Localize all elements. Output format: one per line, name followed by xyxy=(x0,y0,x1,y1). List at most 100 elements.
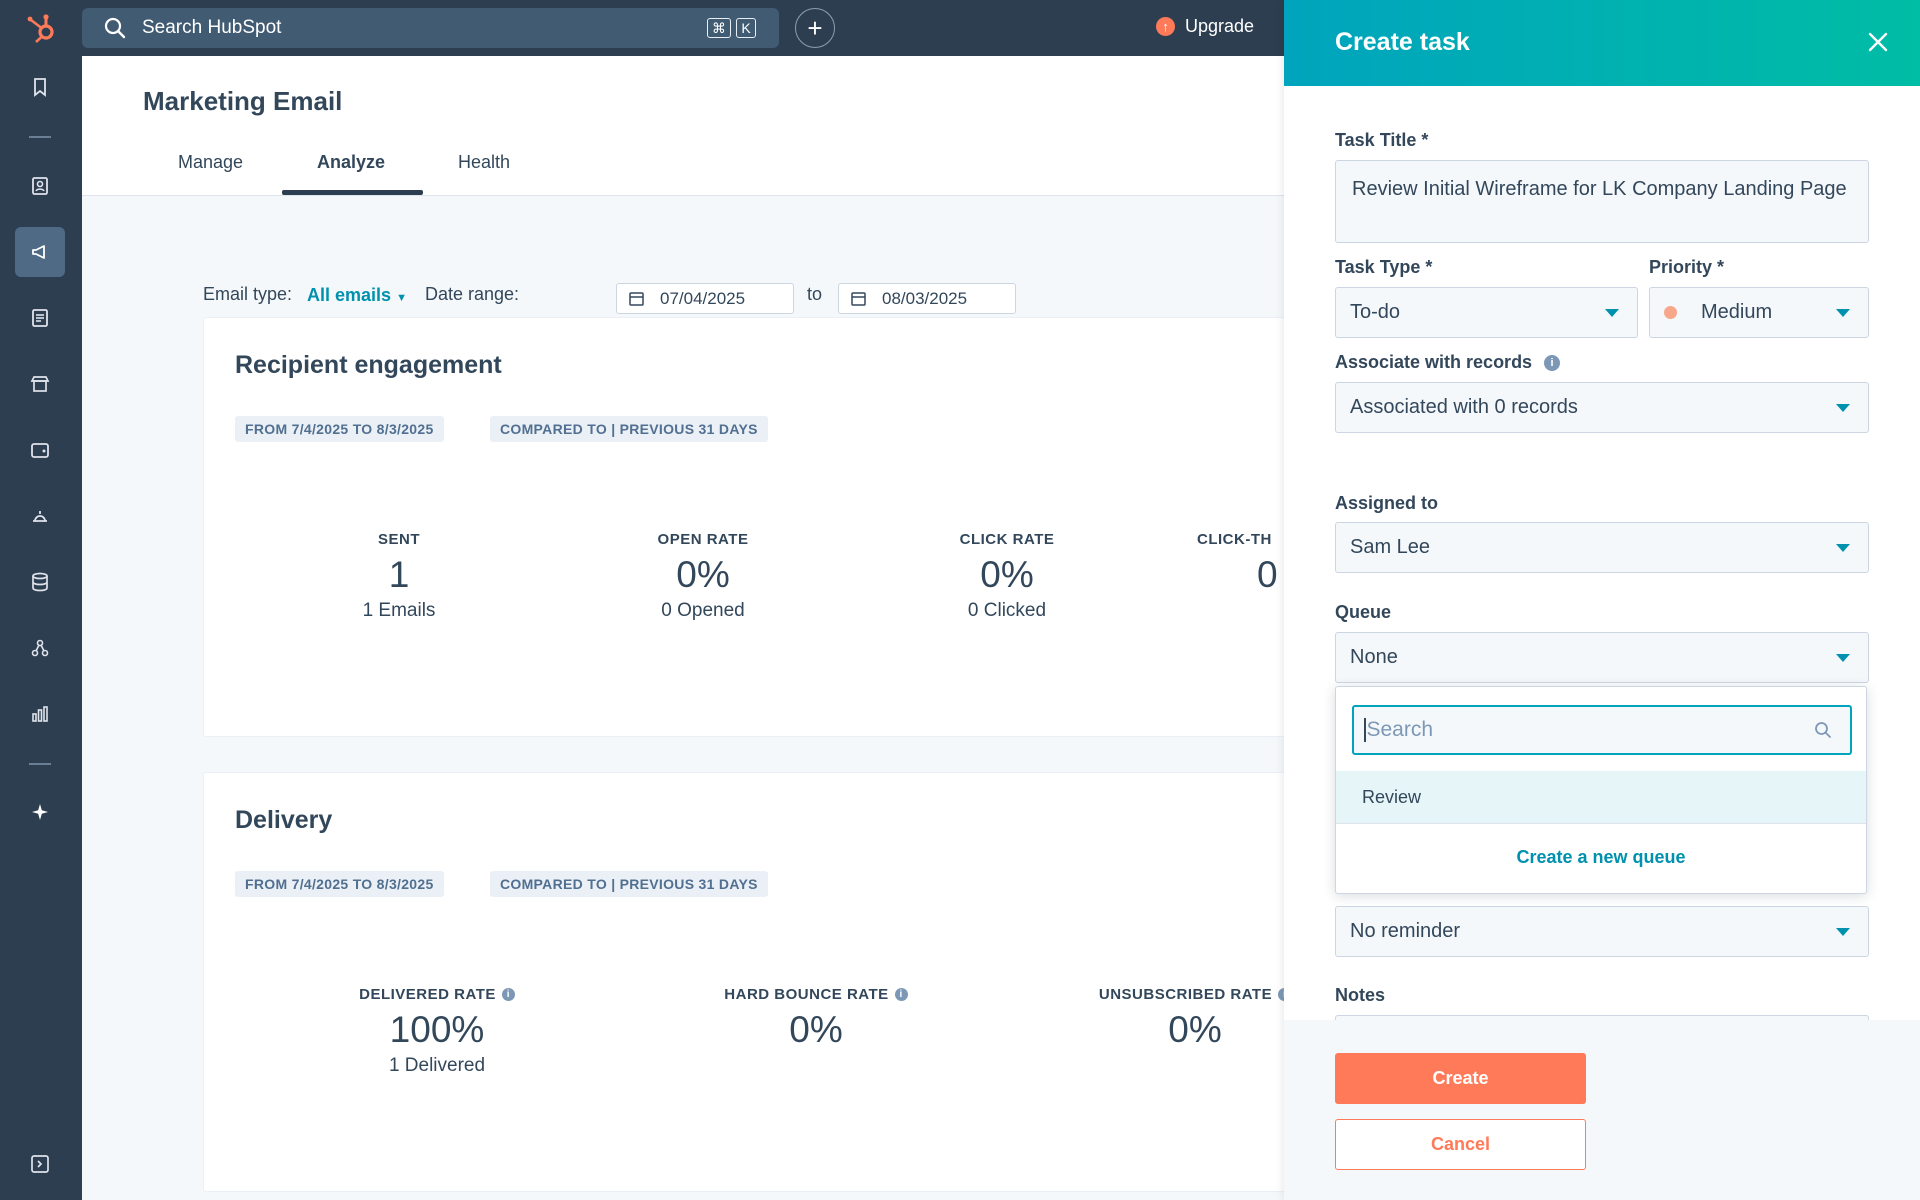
associate-records-select[interactable]: Associated with 0 records xyxy=(1335,382,1869,433)
caret-down-icon xyxy=(1836,544,1850,552)
panel-title: Create task xyxy=(1335,28,1470,56)
priority-label: Priority * xyxy=(1649,257,1725,277)
content-icon xyxy=(32,309,48,327)
global-search-bar[interactable]: Search HubSpot ⌘ K xyxy=(82,8,779,48)
create-new-button[interactable]: + xyxy=(795,8,835,48)
info-icon[interactable]: i xyxy=(501,988,515,1001)
sidebar-item-payments[interactable] xyxy=(15,425,65,475)
priority-select[interactable]: Medium xyxy=(1649,287,1869,338)
priority-value: Medium xyxy=(1701,301,1773,323)
task-type-select[interactable]: To-do xyxy=(1335,287,1638,338)
notes-label: Notes xyxy=(1335,985,1386,1005)
delivery-title: Delivery xyxy=(235,806,333,834)
caret-down-icon xyxy=(1605,309,1619,317)
associate-value: Associated with 0 records xyxy=(1350,396,1578,418)
priority-dot-icon xyxy=(1664,306,1677,319)
hubspot-logo-icon[interactable] xyxy=(24,12,60,44)
database-icon xyxy=(32,572,48,592)
reminder-select[interactable]: No reminder xyxy=(1335,906,1869,957)
sidebar-item-contacts[interactable] xyxy=(15,161,65,211)
left-sidebar xyxy=(0,56,82,1200)
sidebar-item-marketing[interactable] xyxy=(15,227,65,277)
upgrade-arrow-icon: ↑ xyxy=(1156,17,1175,36)
queue-value: None xyxy=(1350,646,1398,668)
comparison-pill: COMPARED TO | PREVIOUS 31 DAYS xyxy=(490,416,768,442)
comparison-pill: COMPARED TO | PREVIOUS 31 DAYS xyxy=(490,871,768,897)
queue-search-input[interactable]: Search xyxy=(1352,705,1852,755)
info-icon[interactable]: i xyxy=(894,988,908,1001)
create-new-queue-link[interactable]: Create a new queue xyxy=(1516,847,1686,867)
stat-value: 100% xyxy=(389,1009,485,1050)
sidebar-item-data[interactable] xyxy=(15,557,65,607)
delivery-card: Delivery FROM 7/4/2025 TO 8/3/2025 COMPA… xyxy=(203,772,1343,1192)
page-header: Marketing Email Manage Analyze Health xyxy=(82,56,1284,196)
page-title: Marketing Email xyxy=(143,86,343,116)
stat-subtext[interactable]: 1 Delivered xyxy=(388,1055,486,1076)
dropdown-divider xyxy=(1336,823,1866,824)
associate-label-text: Associate with records xyxy=(1335,352,1533,372)
stat-sent: SENT 1 1 Emails xyxy=(269,531,529,622)
end-date-input[interactable]: 08/03/2025 xyxy=(838,283,1016,314)
email-type-dropdown[interactable]: All emails ▼ xyxy=(307,285,407,306)
stat-value: 1 xyxy=(388,554,410,595)
stat-value: 0% xyxy=(676,554,730,595)
caret-down-icon xyxy=(1836,654,1850,662)
stat-label-text: HARD BOUNCE RATE xyxy=(724,986,889,1003)
sidebar-item-commerce[interactable] xyxy=(15,359,65,409)
expand-sidebar-icon xyxy=(31,1155,49,1173)
info-icon[interactable]: i xyxy=(1544,354,1561,371)
recipient-engagement-card: Recipient engagement FROM 7/4/2025 TO 8/… xyxy=(203,317,1343,737)
stat-subtext[interactable]: 0 Opened xyxy=(661,600,745,621)
calendar-icon xyxy=(851,292,866,306)
search-icon xyxy=(1815,722,1831,738)
stat-label-text: DELIVERED RATE xyxy=(359,986,496,1003)
sidebar-item-content[interactable] xyxy=(15,293,65,343)
sidebar-item-ai-assistant[interactable] xyxy=(15,787,65,837)
stat-hard-bounce-rate: HARD BOUNCE RATE i 0% xyxy=(686,986,946,1051)
sidebar-expand-button[interactable] xyxy=(15,1139,65,1189)
stat-subtext[interactable]: 0 Clicked xyxy=(967,600,1047,621)
search-placeholder: Search HubSpot xyxy=(142,17,282,38)
stat-label: CLICK-TH xyxy=(1197,531,1272,548)
stat-label: HARD BOUNCE RATE i xyxy=(686,986,946,1003)
sidebar-item-bookmarks[interactable] xyxy=(15,62,65,112)
cancel-button[interactable]: Cancel xyxy=(1335,1119,1586,1170)
start-date-input[interactable]: 07/04/2025 xyxy=(616,283,794,314)
assigned-to-select[interactable]: Sam Lee xyxy=(1335,522,1869,573)
create-button[interactable]: Create xyxy=(1335,1053,1586,1104)
assigned-to-label: Assigned to xyxy=(1335,493,1439,513)
close-icon[interactable] xyxy=(1866,30,1890,54)
sidebar-item-automation[interactable] xyxy=(15,623,65,673)
workflow-icon xyxy=(31,639,49,657)
upgrade-link[interactable]: ↑ Upgrade xyxy=(1156,16,1254,37)
stat-subtext[interactable]: 1 Emails xyxy=(362,600,436,621)
date-range-pill: FROM 7/4/2025 TO 8/3/2025 xyxy=(235,416,444,442)
stat-label: OPEN RATE xyxy=(657,531,749,548)
text-cursor xyxy=(1364,718,1366,742)
shortcut-k-key: K xyxy=(736,18,756,38)
caret-down-icon: ▼ xyxy=(396,292,407,304)
stat-click-through-rate: CLICK-TH 0 xyxy=(1181,531,1301,596)
assigned-to-value: Sam Lee xyxy=(1350,536,1431,558)
queue-dropdown-menu: Search Review Create a new queue xyxy=(1335,686,1867,894)
tab-health[interactable]: Health xyxy=(458,152,511,172)
wallet-icon xyxy=(31,443,49,458)
stat-value: 0% xyxy=(1168,1009,1222,1050)
sidebar-item-reporting[interactable] xyxy=(15,689,65,739)
tab-analyze[interactable]: Analyze xyxy=(317,152,386,172)
queue-select[interactable]: None xyxy=(1335,632,1869,683)
bar-chart-icon xyxy=(32,706,48,722)
task-type-label: Task Type * xyxy=(1335,257,1433,277)
tab-manage[interactable]: Manage xyxy=(178,152,244,172)
stat-label: SENT xyxy=(377,531,420,548)
task-title-input[interactable]: Review Initial Wireframe for LK Company … xyxy=(1335,160,1869,243)
queue-option-review[interactable]: Review xyxy=(1336,771,1866,823)
caret-down-icon xyxy=(1836,928,1850,936)
sidebar-item-service[interactable] xyxy=(15,491,65,541)
queue-search-placeholder: Search xyxy=(1366,718,1434,741)
email-type-label: Email type: xyxy=(203,284,293,304)
main-content: Marketing Email Manage Analyze Health Em… xyxy=(82,56,1343,1200)
stat-value: 0 xyxy=(1257,554,1278,595)
stat-label-text: UNSUBSCRIBED RATE xyxy=(1098,986,1273,1003)
search-icon xyxy=(104,17,126,39)
